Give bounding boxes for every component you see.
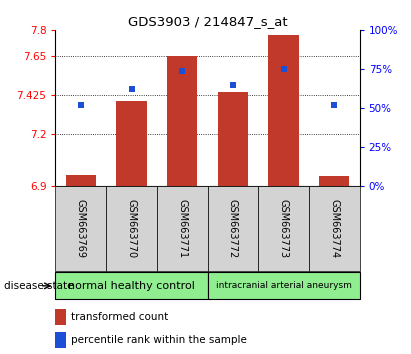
Bar [55, 332, 66, 348]
Text: GSM663771: GSM663771 [177, 199, 187, 258]
Bar [106, 186, 157, 271]
Bar [218, 92, 248, 186]
Bar [208, 186, 258, 271]
Bar [167, 56, 197, 186]
Text: GSM663773: GSM663773 [279, 199, 289, 258]
Bar [157, 186, 208, 271]
Bar [309, 186, 360, 271]
Text: GSM663774: GSM663774 [329, 199, 339, 258]
Text: GSM663772: GSM663772 [228, 199, 238, 258]
Bar [116, 101, 147, 186]
Bar [319, 176, 349, 186]
Bar [208, 272, 360, 299]
Text: GSM663769: GSM663769 [76, 199, 86, 258]
Text: disease state: disease state [4, 281, 74, 291]
Bar [66, 176, 96, 186]
Title: GDS3903 / 214847_s_at: GDS3903 / 214847_s_at [128, 15, 287, 28]
Bar [268, 35, 299, 186]
Bar [55, 309, 66, 325]
Text: GSM663770: GSM663770 [127, 199, 136, 258]
Bar [55, 186, 106, 271]
Bar [55, 272, 208, 299]
Bar [258, 186, 309, 271]
Text: transformed count: transformed count [71, 312, 168, 322]
Text: normal healthy control: normal healthy control [68, 281, 195, 291]
Text: percentile rank within the sample: percentile rank within the sample [71, 335, 247, 346]
Text: intracranial arterial aneurysm: intracranial arterial aneurysm [216, 281, 351, 290]
